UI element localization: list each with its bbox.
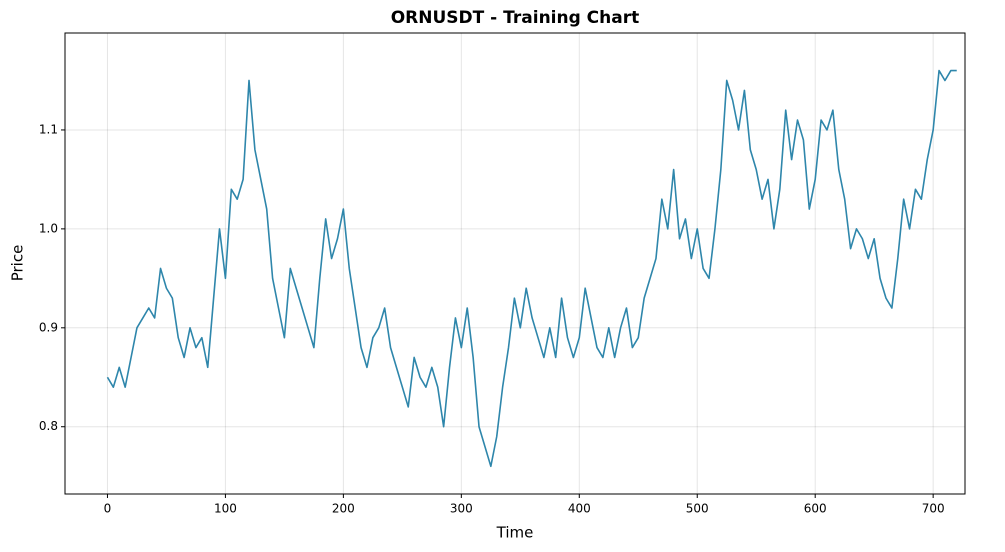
- y-tick-label: 0.9: [39, 320, 58, 334]
- plot-frame: [64, 32, 966, 495]
- x-axis-label: Time: [496, 524, 534, 542]
- x-tick-label: 700: [922, 502, 945, 516]
- y-axis-label: Price: [9, 245, 27, 282]
- x-tick-label: 600: [804, 502, 827, 516]
- y-tick-label: 0.8: [39, 419, 58, 433]
- x-tick-label: 100: [214, 502, 237, 516]
- x-tick-label: 200: [332, 502, 355, 516]
- x-tick-label: 400: [568, 502, 591, 516]
- x-tick-label: 500: [686, 502, 709, 516]
- chart-title: ORNUSDT - Training Chart: [391, 8, 640, 28]
- y-tick-label: 1.1: [39, 122, 58, 136]
- price-line: [106, 69, 957, 468]
- x-tick-label: 300: [450, 502, 473, 516]
- y-tick-label: 1.0: [39, 221, 58, 235]
- x-tick-label: 0: [104, 502, 112, 516]
